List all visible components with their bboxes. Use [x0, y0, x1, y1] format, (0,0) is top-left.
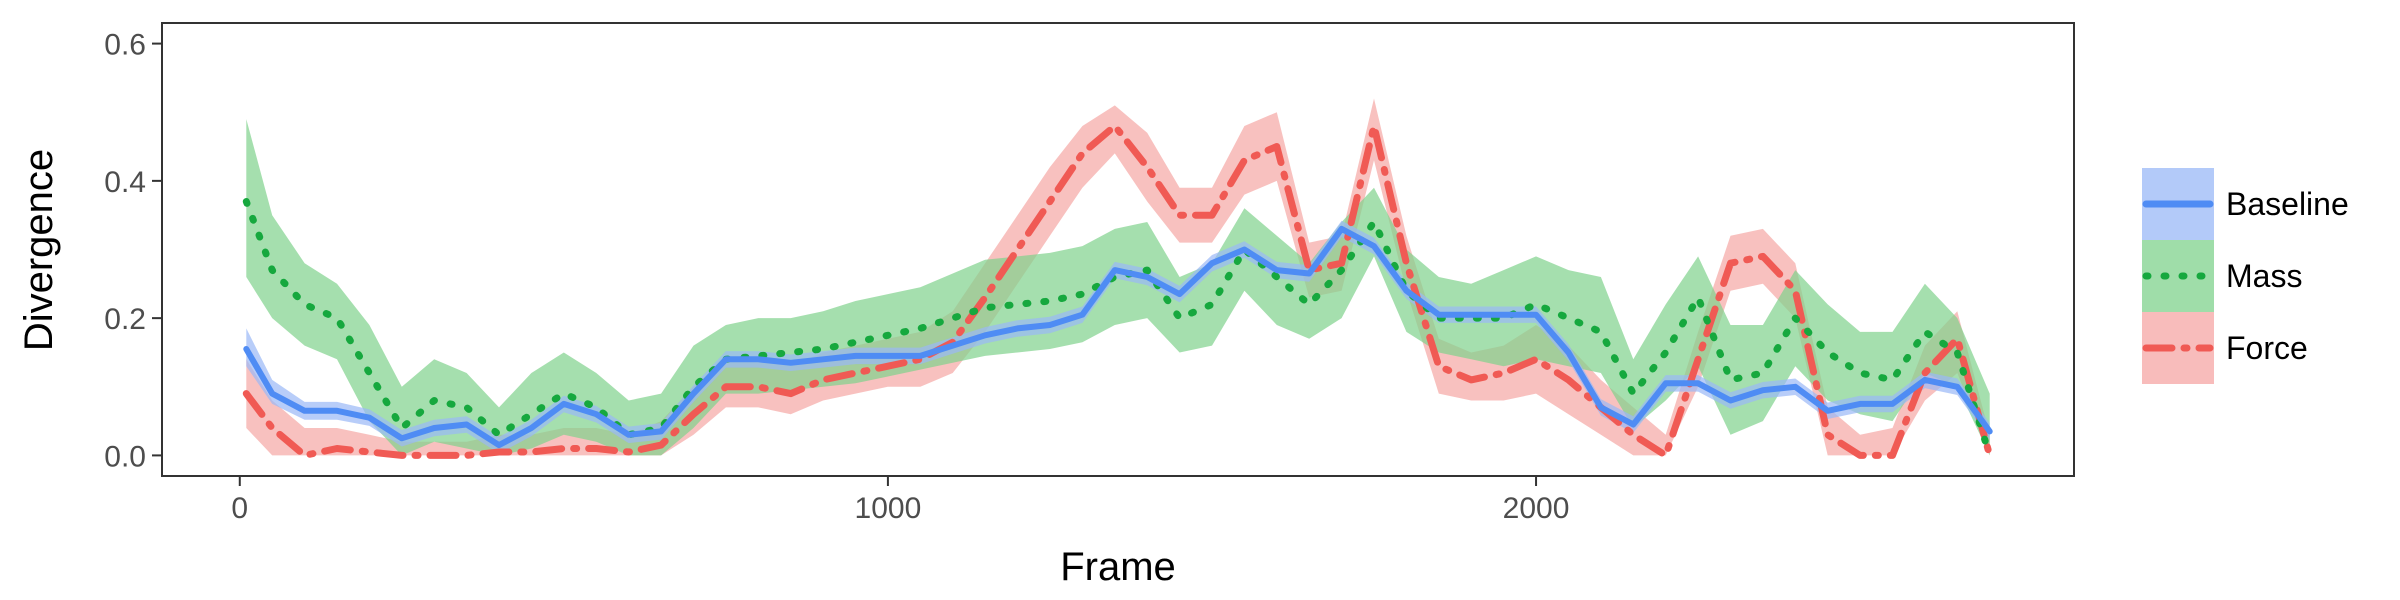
x-tick-label: 1000 — [855, 492, 922, 525]
legend-item-mass: Mass — [2142, 240, 2302, 312]
legend: Baseline Mass Force — [2142, 168, 2349, 384]
line-mass — [242, 198, 1994, 459]
legend-item-baseline: Baseline — [2142, 168, 2349, 240]
legend-item-force: Force — [2142, 312, 2308, 384]
band-mass — [246, 119, 1990, 456]
line-force — [242, 122, 1994, 459]
plot-border — [161, 22, 2075, 477]
legend-label: Force — [2226, 330, 2308, 366]
line-baseline — [243, 225, 1993, 449]
x-axis: 0 1000 2000 — [231, 476, 1569, 525]
legend-label: Baseline — [2226, 186, 2349, 222]
y-tick-label: 0.4 — [104, 166, 146, 199]
x-tick-label: 2000 — [1503, 492, 1570, 525]
y-axis-title: Divergence — [17, 149, 61, 351]
y-tick-label: 0.2 — [104, 303, 146, 336]
x-tick-label: 0 — [231, 492, 248, 525]
band-force — [246, 98, 1990, 456]
y-axis: 0.0 0.2 0.4 0.6 — [104, 29, 162, 473]
y-tick-label: 0.6 — [104, 29, 146, 62]
legend-label: Mass — [2226, 258, 2302, 294]
plot-area — [242, 98, 1994, 459]
x-axis-title: Frame — [1060, 545, 1176, 589]
y-tick-label: 0.0 — [104, 440, 146, 473]
